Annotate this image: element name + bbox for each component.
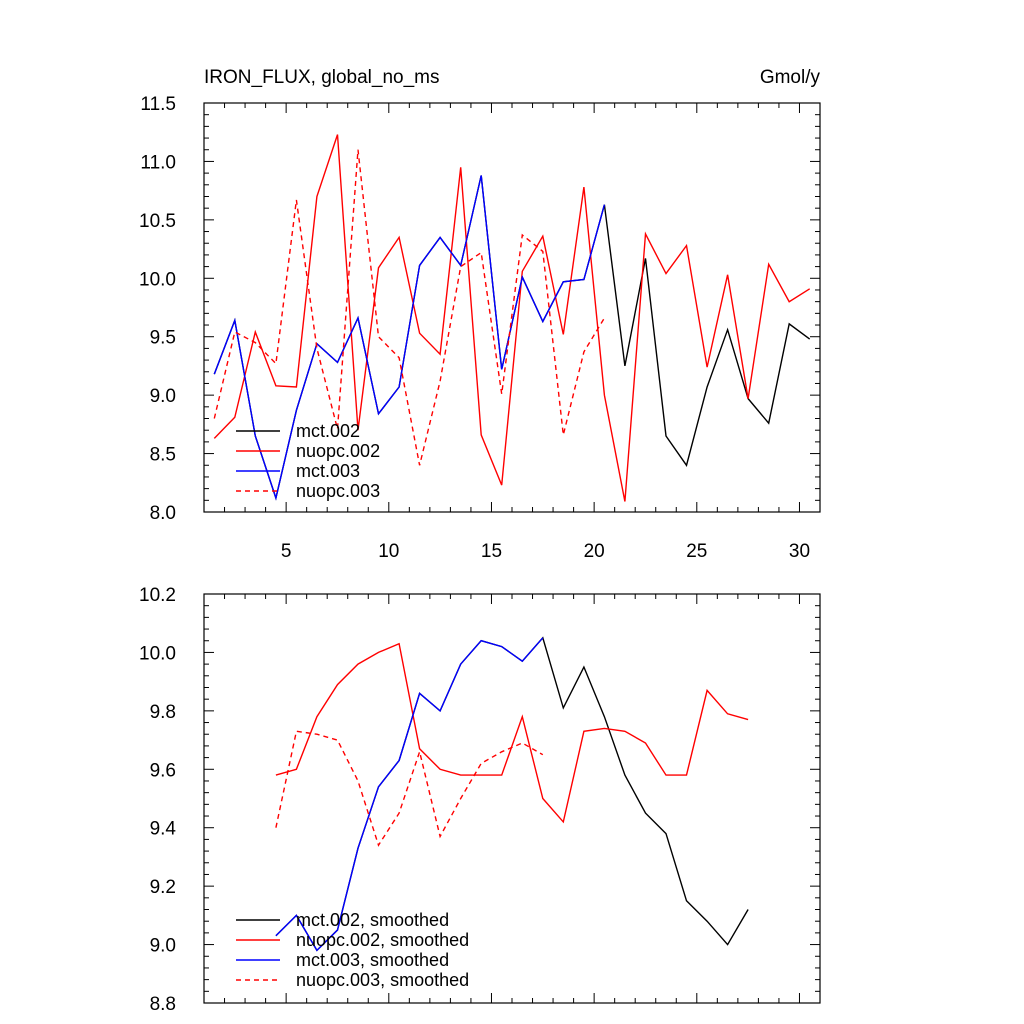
plot-frame xyxy=(203,102,821,513)
top-chart-panel: 5 10 15 20 25 30 8.0 8.5 9.0 9.5 10.0 10.5 11.0 11.5 m… xyxy=(139,94,821,562)
y-tick-label: 9.4 xyxy=(150,819,177,840)
series-line-nuopc-002 xyxy=(213,134,811,502)
y-tick-label: 10.0 xyxy=(139,643,176,664)
y-tick-label: 8.8 xyxy=(150,994,176,1015)
legend-label: nuopc.003 xyxy=(296,481,380,501)
y-tick-label: 10.2 xyxy=(139,585,176,606)
legend-label: mct.003, smoothed xyxy=(296,950,449,970)
series-line-nuopc-003 xyxy=(213,149,605,466)
series-line-nuopc-003-smoothed xyxy=(275,730,544,847)
y-tick-label: 9.5 xyxy=(150,328,176,349)
y-tick-label: 8.0 xyxy=(150,503,176,524)
x-tick-label: 15 xyxy=(481,541,502,562)
y-tick-label: 10.5 xyxy=(139,211,176,232)
y-tick-label: 9.6 xyxy=(150,760,176,781)
y-tick-label: 9.0 xyxy=(150,936,176,957)
y-tick-label: 11.0 xyxy=(140,152,176,173)
y-tick-label: 10.0 xyxy=(139,269,176,290)
chart-units: Gmol/y xyxy=(760,67,821,88)
series-line-nuopc-002-smoothed xyxy=(275,642,749,824)
x-tick-label: 20 xyxy=(584,541,605,562)
x-tick-label: 25 xyxy=(686,541,707,562)
legend-label: nuopc.003, smoothed xyxy=(296,970,469,990)
legend-label: mct.003 xyxy=(296,461,360,481)
series-line-mct-003-smoothed xyxy=(275,637,544,952)
legend-label: nuopc.002, smoothed xyxy=(296,930,469,950)
plot-frame xyxy=(203,593,821,1004)
x-tick-label: 30 xyxy=(789,541,810,562)
bottom-chart-panel: 8.8 9.0 9.2 9.4 9.6 9.8 10.0 10.2 mct.002, smoot… xyxy=(139,585,821,1015)
x-tick-label: 5 xyxy=(281,541,292,562)
legend-label: mct.002 xyxy=(296,421,360,441)
series-line-mct-003 xyxy=(213,175,606,501)
y-tick-label: 8.5 xyxy=(150,445,176,466)
legend-label: nuopc.002 xyxy=(296,441,380,461)
legend-label: mct.002, smoothed xyxy=(296,910,449,930)
y-tick-label: 9.8 xyxy=(150,702,176,723)
chart-title: IRON_FLUX, global_no_ms xyxy=(204,67,440,88)
x-tick-label: 10 xyxy=(378,541,399,562)
y-tick-label: 11.5 xyxy=(140,94,176,115)
y-tick-label: 9.0 xyxy=(150,386,176,407)
y-tick-label: 9.2 xyxy=(150,877,176,898)
